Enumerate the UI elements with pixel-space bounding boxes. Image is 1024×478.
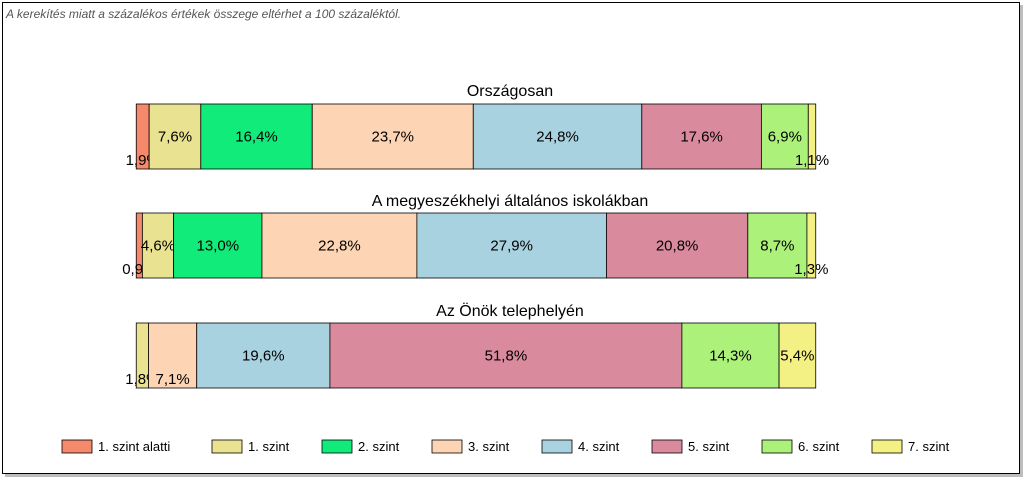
legend-item: 4. szint bbox=[541, 439, 620, 454]
data-label: 22,8% bbox=[318, 238, 361, 255]
data-label: 16,4% bbox=[235, 129, 278, 146]
data-label: 1,1% bbox=[795, 152, 829, 169]
legend-swatch bbox=[761, 439, 793, 454]
data-label: 51,8% bbox=[485, 348, 528, 365]
legend-item: 2. szint bbox=[321, 439, 400, 454]
data-label: 7,6% bbox=[158, 129, 192, 146]
data-label: 5,4% bbox=[780, 348, 814, 365]
legend-swatch bbox=[651, 439, 683, 454]
data-label: 24,8% bbox=[536, 129, 579, 146]
data-label: 13,0% bbox=[197, 238, 240, 255]
data-label: 20,8% bbox=[656, 238, 699, 255]
legend-item: 1. szint bbox=[211, 439, 290, 454]
legend-item: 7. szint bbox=[871, 439, 950, 454]
bar-group-2: A megyeszékhelyi általános iskolákban0,9… bbox=[122, 193, 828, 279]
legend-label: 2. szint bbox=[358, 439, 400, 454]
legend-label: 5. szint bbox=[688, 439, 730, 454]
bar-title: A megyeszékhelyi általános iskolákban bbox=[372, 193, 649, 210]
data-label: 1,3% bbox=[794, 261, 828, 278]
legend-label: 3. szint bbox=[468, 439, 510, 454]
bar-title: Az Önök telephelyén bbox=[436, 302, 584, 320]
legend-swatch bbox=[541, 439, 573, 454]
bar-segment bbox=[196, 322, 331, 389]
legend-label: 6. szint bbox=[798, 439, 840, 454]
bar-segment bbox=[141, 212, 175, 279]
bar-segment bbox=[148, 322, 198, 389]
data-label: 6,9% bbox=[768, 129, 802, 146]
data-label: 19,6% bbox=[242, 348, 285, 365]
legend-item: 1. szint alatti bbox=[61, 439, 170, 454]
bar-segment bbox=[329, 322, 683, 389]
legend-item: 6. szint bbox=[761, 439, 840, 454]
legend-label: 1. szint alatti bbox=[98, 439, 170, 454]
bar-segment bbox=[806, 212, 817, 279]
legend-swatch bbox=[211, 439, 243, 454]
data-label: 7,1% bbox=[155, 371, 189, 388]
bar-segment bbox=[472, 103, 643, 170]
legend-swatch bbox=[431, 439, 463, 454]
data-label: 17,6% bbox=[680, 129, 723, 146]
legend-label: 7. szint bbox=[908, 439, 950, 454]
data-label: 4,6% bbox=[141, 238, 175, 255]
bar-segment bbox=[148, 103, 202, 170]
bar-segment bbox=[200, 103, 313, 170]
bar-segment bbox=[807, 103, 817, 170]
legend-label: 1. szint bbox=[248, 439, 290, 454]
data-label: 23,7% bbox=[371, 129, 414, 146]
rounding-note: A kerekítés miatt a százalékos értékek ö… bbox=[6, 7, 402, 21]
bar-segment bbox=[778, 322, 817, 389]
legend-swatch bbox=[321, 439, 353, 454]
bar-segment bbox=[681, 322, 780, 389]
bar-segment bbox=[261, 212, 418, 279]
bar-segment bbox=[416, 212, 607, 279]
bar-title: Országosan bbox=[467, 83, 553, 100]
bar-segment bbox=[641, 103, 762, 170]
bar-segment bbox=[173, 212, 263, 279]
data-label: 8,7% bbox=[760, 238, 794, 255]
legend-label: 4. szint bbox=[578, 439, 620, 454]
legend-swatch bbox=[871, 439, 903, 454]
legend-item: 3. szint bbox=[431, 439, 510, 454]
legend-item: 5. szint bbox=[651, 439, 730, 454]
data-label: 27,9% bbox=[490, 238, 533, 255]
legend: 1. szint alatti 1. szint 2. szint 3. szint 4… bbox=[61, 439, 950, 454]
bar-segment bbox=[606, 212, 749, 279]
bar-segment bbox=[760, 103, 809, 170]
bar-segment bbox=[747, 212, 808, 279]
data-label: 14,3% bbox=[709, 348, 752, 365]
legend-swatch bbox=[61, 439, 93, 454]
